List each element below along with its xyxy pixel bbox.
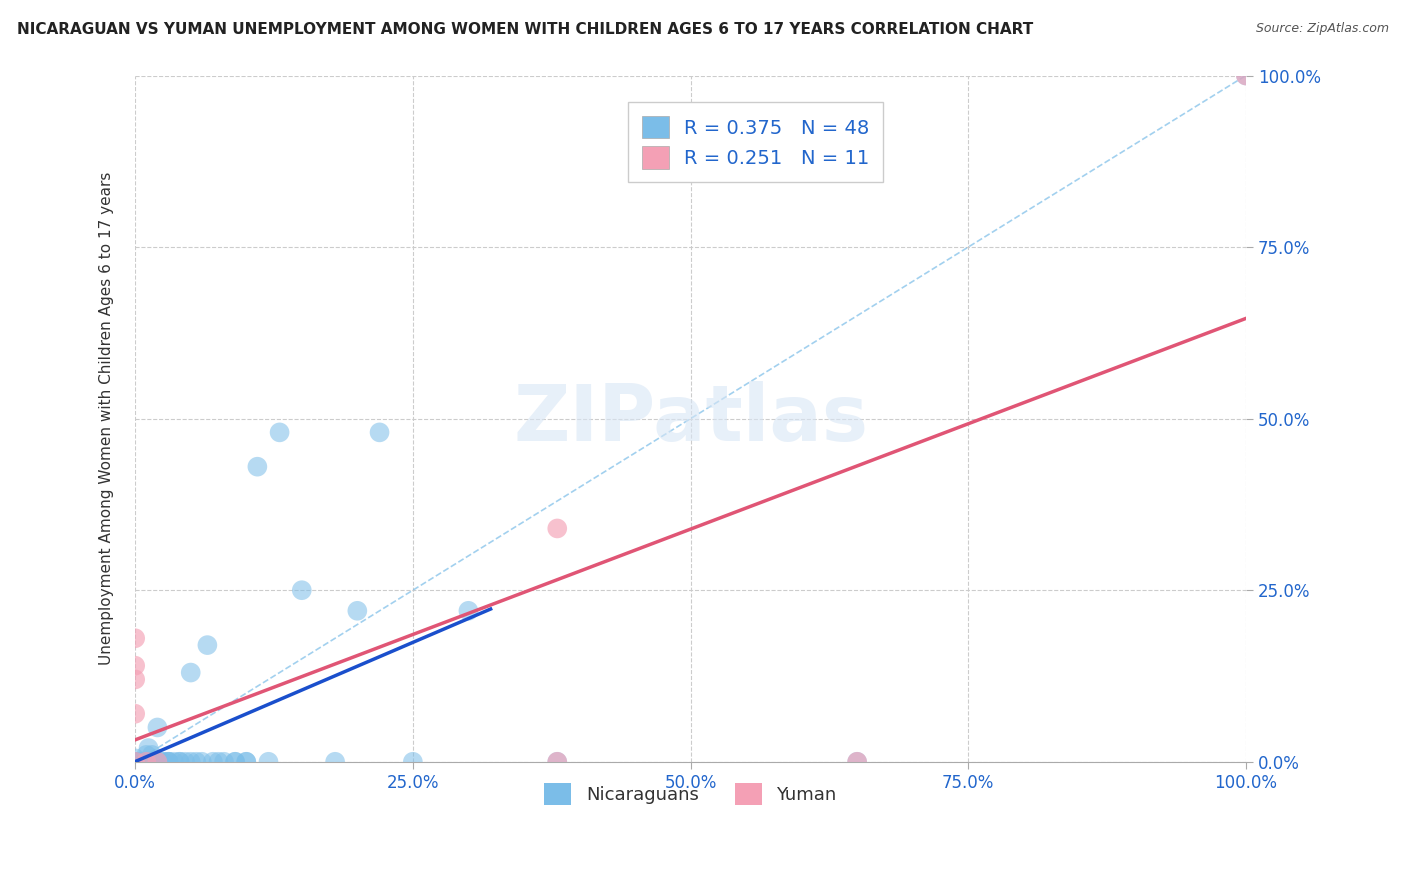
Text: Source: ZipAtlas.com: Source: ZipAtlas.com <box>1256 22 1389 36</box>
Point <box>1234 69 1257 83</box>
Point <box>124 673 146 687</box>
Point <box>152 755 174 769</box>
Point <box>124 755 146 769</box>
Point <box>846 755 869 769</box>
Point <box>146 755 169 769</box>
Point <box>846 755 869 769</box>
Point <box>546 521 568 535</box>
Point <box>157 755 180 769</box>
Point <box>163 755 186 769</box>
Point <box>1234 69 1257 83</box>
Point <box>124 755 146 769</box>
Point <box>124 755 146 769</box>
Point <box>169 755 191 769</box>
Point <box>235 755 257 769</box>
Point <box>124 632 146 646</box>
Point <box>235 755 257 769</box>
Point <box>323 755 346 769</box>
Text: ZIPatlas: ZIPatlas <box>513 381 868 457</box>
Point <box>157 755 180 769</box>
Point <box>246 459 269 474</box>
Point <box>174 755 197 769</box>
Point <box>191 755 214 769</box>
Point <box>402 755 425 769</box>
Point <box>146 755 169 769</box>
Point <box>546 755 568 769</box>
Point <box>124 755 146 769</box>
Point <box>138 741 160 756</box>
Point <box>346 604 368 618</box>
Point <box>152 755 174 769</box>
Point <box>124 755 146 769</box>
Point <box>257 755 280 769</box>
Point <box>368 425 391 440</box>
Point <box>141 755 163 769</box>
Point <box>129 755 152 769</box>
Text: NICARAGUAN VS YUMAN UNEMPLOYMENT AMONG WOMEN WITH CHILDREN AGES 6 TO 17 YEARS CO: NICARAGUAN VS YUMAN UNEMPLOYMENT AMONG W… <box>17 22 1033 37</box>
Point <box>546 755 568 769</box>
Point <box>124 755 146 769</box>
Point <box>180 755 202 769</box>
Point <box>124 755 146 769</box>
Point <box>180 665 202 680</box>
Point <box>224 755 246 769</box>
Point <box>212 755 235 769</box>
Point <box>197 638 219 652</box>
Point <box>124 751 146 765</box>
Point <box>124 706 146 721</box>
Y-axis label: Unemployment Among Women with Children Ages 6 to 17 years: Unemployment Among Women with Children A… <box>100 172 114 665</box>
Point <box>141 747 163 762</box>
Point <box>146 721 169 735</box>
Point <box>135 747 157 762</box>
Point <box>201 755 224 769</box>
Point <box>457 604 479 618</box>
Point <box>291 583 314 598</box>
Point <box>135 755 157 769</box>
Point <box>124 658 146 673</box>
Point <box>157 755 180 769</box>
Point <box>135 755 157 769</box>
Point <box>224 755 246 769</box>
Point <box>207 755 229 769</box>
Point <box>269 425 291 440</box>
Point <box>186 755 208 769</box>
Point <box>169 755 191 769</box>
Legend: Nicaraguans, Yuman: Nicaraguans, Yuman <box>536 774 846 814</box>
